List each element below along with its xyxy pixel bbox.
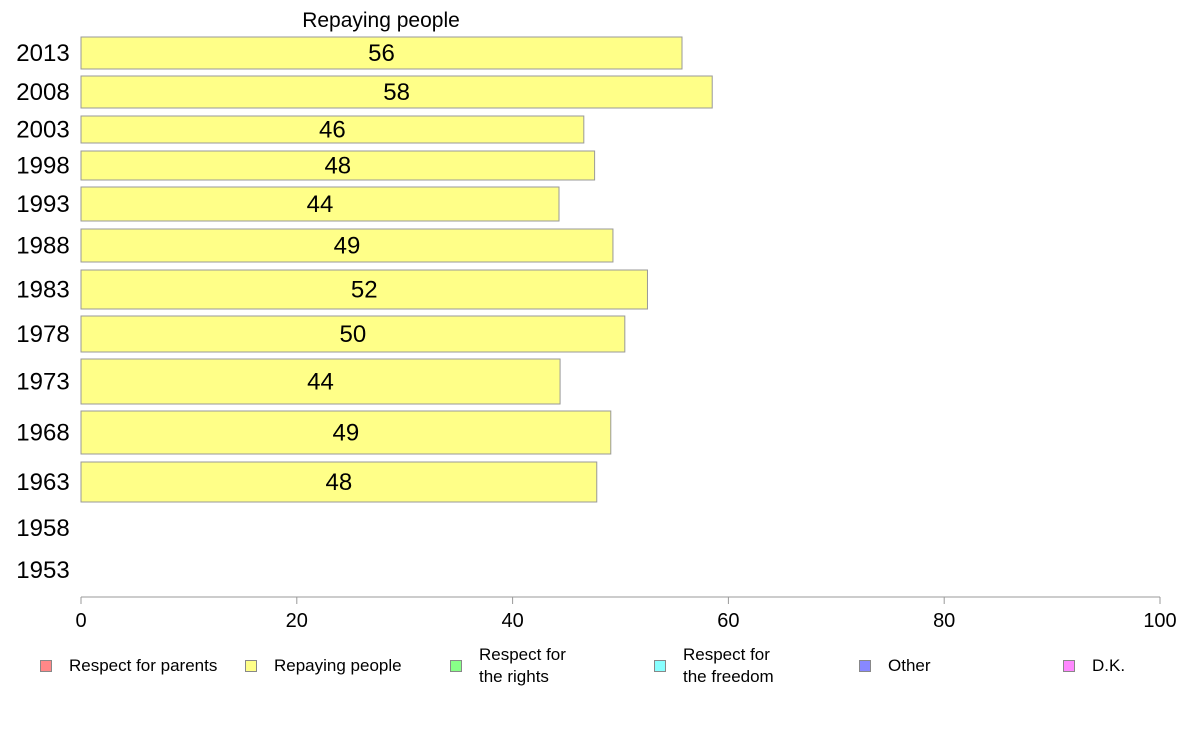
data-label-2003: 46 [319,117,346,144]
x-tick-label-80: 80 [933,610,955,632]
year-label-1968: 1968 [16,420,69,447]
data-label-1963: 48 [326,469,353,496]
bar-2013 [80,36,683,70]
legend-label: Other [888,656,931,675]
year-label-2013: 2013 [16,40,69,67]
data-label-1968: 49 [333,420,360,447]
data-label-1988: 49 [334,233,361,260]
data-label-1983: 52 [351,277,378,304]
bar-1978 [80,315,626,353]
x-tick-label-40: 40 [501,610,523,632]
year-labels-group: 2013 2008 2003 1998 1993 1988 1983 1978 1973 1968… [16,40,69,584]
legend-label: D.K. [1092,656,1126,675]
year-label-2003: 2003 [16,117,69,144]
x-tick-label-100: 100 [1143,610,1176,632]
legend-swatch [1063,660,1075,672]
data-label-2013: 56 [368,40,395,67]
legend-label: Respect for the rights [479,645,566,686]
year-label-2008: 2008 [16,79,69,106]
legend: Respect for parents Repaying people Resp… [0,640,1188,700]
year-label-1973: 1973 [16,369,69,396]
x-tick-label-60: 60 [717,610,739,632]
legend-swatch [40,660,52,672]
legend-label: Respect for parents [69,656,218,675]
year-label-1998: 1998 [16,153,69,180]
bar-1963 [80,461,598,503]
bar-2003 [80,115,585,144]
bar-1998 [80,150,596,181]
bar-1993 [80,186,560,222]
legend-item-repaying-people: Repaying people [245,655,402,677]
legend-item-other: Other [859,655,931,677]
legend-item-dk: D.K. [1063,655,1125,677]
year-label-1983: 1983 [16,277,69,304]
legend-swatch [859,660,871,672]
bar-1988 [80,228,614,263]
data-label-2008: 58 [383,79,410,106]
legend-swatch [245,660,257,672]
legend-item-respect-for-the-rights: Respect for the rights [450,644,566,688]
x-axis-ticks-group: 0 20 40 60 80 100 [75,597,1177,632]
legend-swatch [450,660,462,672]
bar-1968 [80,410,612,455]
data-label-1993: 44 [307,191,334,218]
data-label-1973: 44 [307,369,334,396]
bar-2008 [80,75,713,109]
year-label-1963: 1963 [16,469,69,496]
data-label-1998: 48 [324,153,351,180]
legend-swatch [654,660,666,672]
legend-label: Respect for the freedom [683,645,774,686]
year-label-1958: 1958 [16,515,69,542]
bar-1973 [80,358,561,405]
legend-item-respect-for-the-freedom: Respect for the freedom [654,644,774,688]
chart-title: Repaying people [302,9,460,32]
year-label-1993: 1993 [16,191,69,218]
year-label-1953: 1953 [16,557,69,584]
legend-item-respect-for-parents: Respect for parents [40,655,217,677]
year-label-1988: 1988 [16,233,69,260]
bar-1983 [80,269,648,310]
legend-label: Repaying people [274,656,402,675]
year-label-1978: 1978 [16,321,69,348]
x-tick-label-20: 20 [286,610,308,632]
x-tick-label-0: 0 [75,610,86,632]
data-label-1978: 50 [340,321,367,348]
